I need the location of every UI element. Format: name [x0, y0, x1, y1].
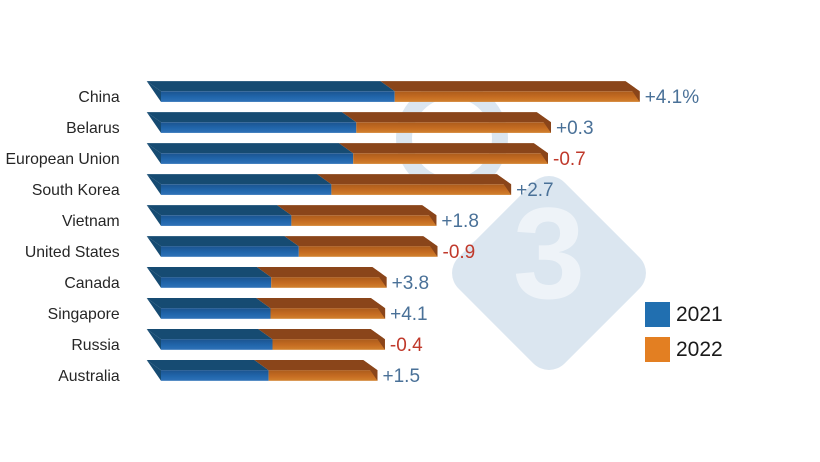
svg-text:3: 3	[513, 180, 585, 326]
svg-text:+3.8: +3.8	[392, 273, 430, 294]
svg-text:Singapore: Singapore	[48, 306, 120, 323]
svg-text:European Union: European Union	[6, 151, 120, 168]
svg-text:2022: 2022	[676, 338, 723, 361]
svg-text:Australia: Australia	[58, 368, 120, 385]
svg-text:Vietnam: Vietnam	[62, 213, 120, 230]
svg-text:+4.1: +4.1	[390, 304, 428, 325]
svg-text:South Korea: South Korea	[32, 182, 120, 199]
svg-text:+1.5: +1.5	[383, 366, 421, 387]
svg-text:China: China	[78, 89, 119, 106]
svg-text:-0.7: -0.7	[553, 149, 586, 170]
svg-text:United States: United States	[25, 244, 120, 261]
svg-text:-0.4: -0.4	[390, 335, 423, 356]
svg-text:Russia: Russia	[71, 337, 119, 354]
svg-text:Belarus: Belarus	[66, 120, 120, 137]
svg-text:+4.1%: +4.1%	[645, 87, 700, 108]
svg-text:2021: 2021	[676, 303, 723, 326]
svg-text:Canada: Canada	[64, 275, 120, 292]
svg-text:+0.3: +0.3	[556, 118, 594, 139]
svg-text:+2.7: +2.7	[516, 180, 554, 201]
svg-text:+1.8: +1.8	[441, 211, 479, 232]
svg-text:-0.9: -0.9	[443, 242, 476, 263]
